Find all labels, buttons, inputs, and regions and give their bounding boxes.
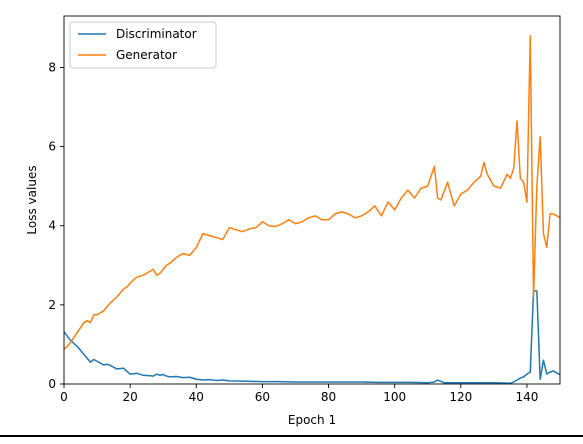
axes-frame xyxy=(63,15,561,385)
plot-background xyxy=(64,16,560,384)
series-layer xyxy=(64,35,560,384)
x-tick-label: 20 xyxy=(122,390,137,404)
x-tick-label: 140 xyxy=(515,390,538,404)
y-tick-label: 0 xyxy=(48,377,56,391)
legend-label-discriminator: Discriminator xyxy=(116,27,197,41)
x-tick-label: 60 xyxy=(255,390,270,404)
bottom-rule xyxy=(0,435,583,437)
axes-layer: 0 20 40 60 80 100 120 140 0 2 4 6 8 Epoch 1 Loss value… xyxy=(25,15,561,427)
plot-area xyxy=(64,16,560,384)
y-tick-label: 6 xyxy=(48,140,56,154)
x-tick-label: 40 xyxy=(189,390,204,404)
legend: Discriminator Generator xyxy=(69,21,217,69)
x-tick-label: 0 xyxy=(60,390,68,404)
y-tick-label: 8 xyxy=(48,60,56,74)
x-tick-label: 100 xyxy=(383,390,406,404)
x-axis-title: Epoch 1 xyxy=(288,413,336,427)
series-line-discriminator xyxy=(64,290,560,384)
y-tick-label: 2 xyxy=(48,298,56,312)
y-axis-title: Loss values xyxy=(25,165,39,234)
legend-box xyxy=(69,21,217,69)
x-tick-label: 80 xyxy=(321,390,336,404)
legend-label-generator: Generator xyxy=(116,48,177,62)
series-line-generator xyxy=(64,35,560,351)
x-tick-label: 120 xyxy=(449,390,472,404)
y-tick-label: 4 xyxy=(48,219,56,233)
